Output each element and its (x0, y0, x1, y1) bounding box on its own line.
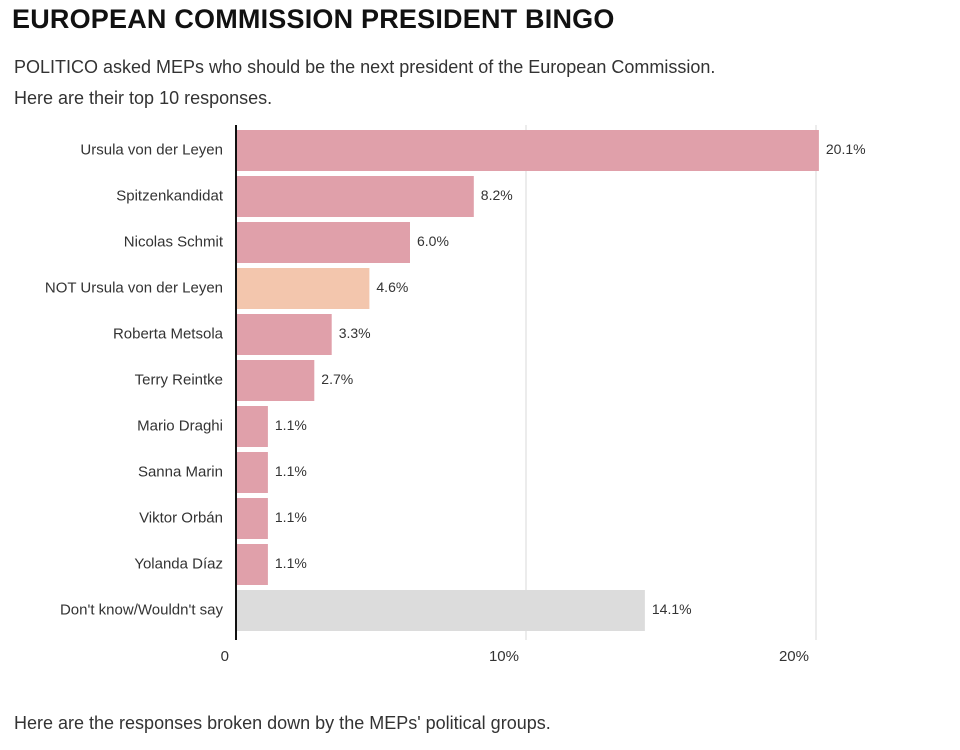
bar (236, 406, 268, 447)
category-label: Ursula von der Leyen (80, 141, 223, 158)
value-label: 14.1% (652, 601, 692, 617)
value-label: 8.2% (481, 187, 513, 203)
category-label: NOT Ursula von der Leyen (45, 279, 223, 296)
value-label: 1.1% (275, 417, 307, 433)
category-label: Sanna Marin (138, 463, 223, 480)
value-label: 1.1% (275, 555, 307, 571)
footer-note: Here are the responses broken down by th… (14, 713, 551, 733)
bar (236, 130, 819, 171)
bar (236, 360, 315, 401)
bar (236, 590, 645, 631)
value-label: 3.3% (339, 325, 371, 341)
category-label: Don't know/Wouldn't say (60, 601, 224, 618)
category-label: Terry Reintke (135, 371, 223, 388)
category-label: Nicolas Schmit (124, 233, 224, 250)
x-tick-label: 0 (221, 648, 229, 665)
category-label: Spitzenkandidat (116, 187, 224, 204)
category-label: Viktor Orbán (139, 509, 223, 526)
chart-title: EUROPEAN COMMISSION PRESIDENT BINGO (12, 4, 615, 34)
category-label: Yolanda Díaz (134, 555, 223, 572)
x-tick-label: 10% (489, 648, 519, 665)
category-label: Mario Draghi (137, 417, 223, 434)
subtitle-line-2: Here are their top 10 responses. (14, 88, 273, 108)
value-label: 1.1% (275, 463, 307, 479)
bar (236, 222, 410, 263)
subtitle-line-1: POLITICO asked MEPs who should be the ne… (14, 57, 716, 77)
value-label: 4.6% (376, 279, 408, 295)
x-tick-label: 20% (779, 648, 809, 665)
category-label: Roberta Metsola (113, 325, 224, 342)
value-label: 6.0% (417, 233, 449, 249)
bar (236, 268, 370, 309)
value-label: 2.7% (321, 371, 353, 387)
value-label: 1.1% (275, 509, 307, 525)
chart-subtitle: POLITICO asked MEPs who should be the ne… (14, 52, 914, 114)
value-label: 20.1% (826, 141, 866, 157)
bar (236, 498, 268, 539)
bar (236, 176, 474, 217)
bar (236, 544, 268, 585)
bar-chart: Ursula von der Leyen 20.1% Spitzenkandidat… (45, 125, 866, 665)
bar (236, 452, 268, 493)
bar (236, 314, 332, 355)
